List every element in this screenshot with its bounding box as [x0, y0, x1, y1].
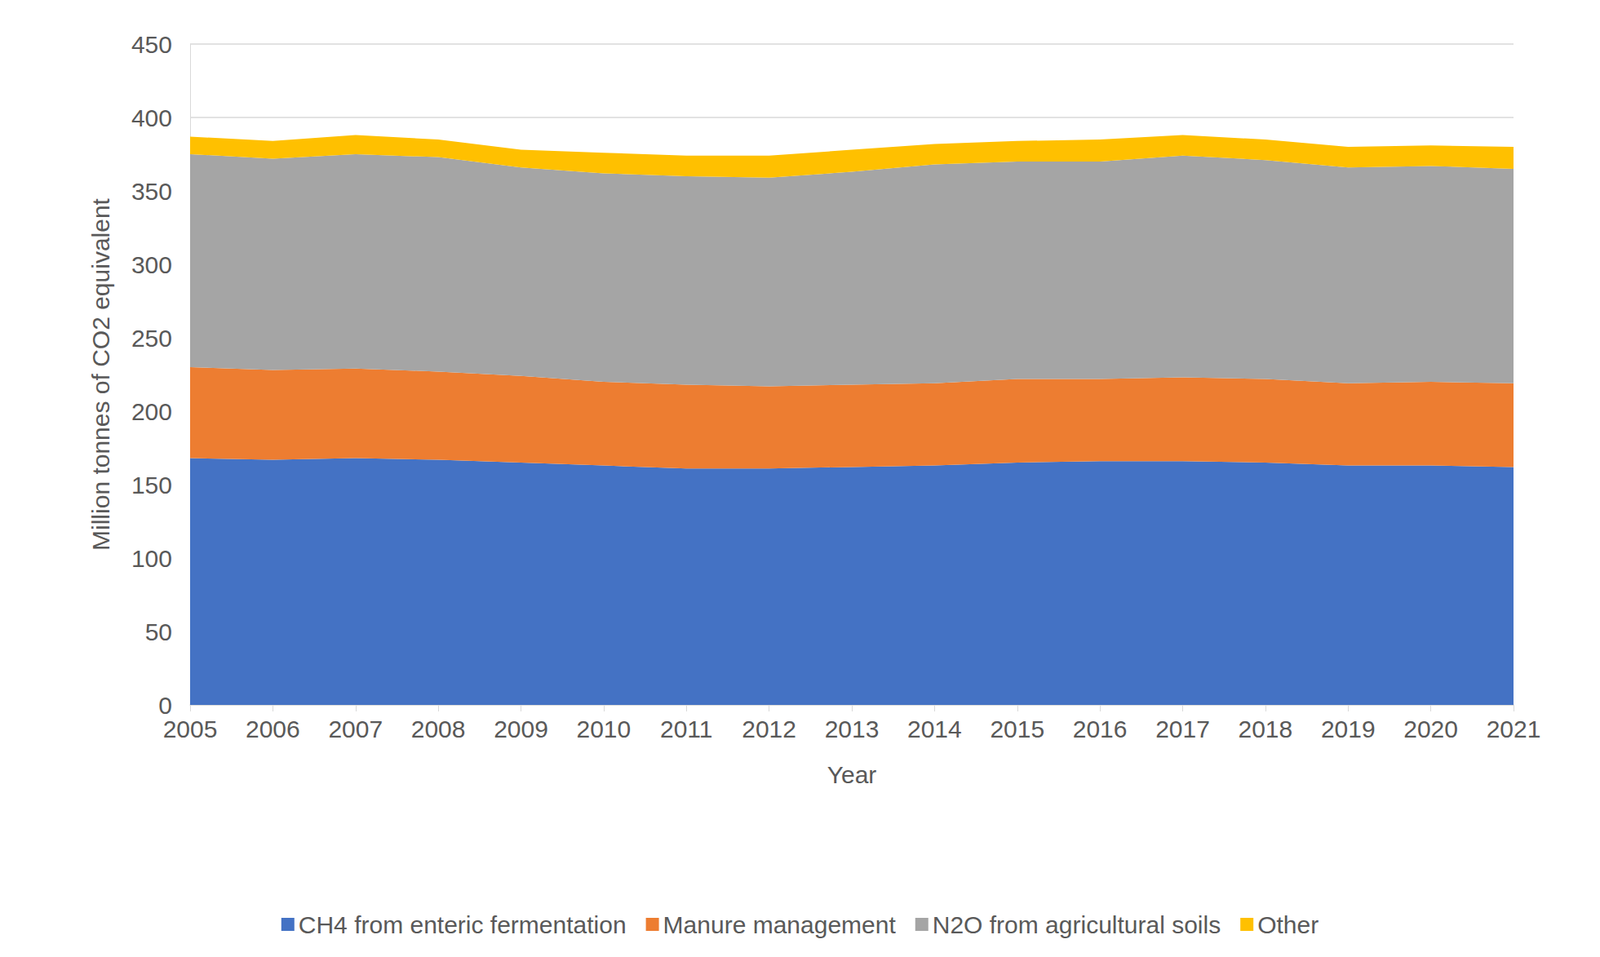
svg-text:Million tonnes of CO2 equivale: Million tonnes of CO2 equivalent — [87, 197, 115, 551]
svg-text:2020: 2020 — [1403, 715, 1459, 743]
svg-text:2021: 2021 — [1486, 715, 1542, 743]
svg-text:2016: 2016 — [1072, 715, 1128, 743]
svg-text:2010: 2010 — [576, 715, 632, 743]
svg-text:2005: 2005 — [163, 715, 218, 743]
svg-text:400: 400 — [131, 104, 173, 132]
svg-text:Year: Year — [827, 761, 878, 789]
svg-text:2006: 2006 — [245, 715, 301, 743]
svg-text:350: 350 — [131, 177, 173, 205]
svg-text:2015: 2015 — [989, 715, 1045, 743]
svg-text:2017: 2017 — [1155, 715, 1210, 743]
svg-text:CH4 from enteric fermentation: CH4 from enteric fermentation — [298, 911, 627, 939]
svg-text:100: 100 — [131, 545, 173, 572]
svg-text:250: 250 — [131, 324, 173, 352]
svg-text:0: 0 — [158, 691, 173, 719]
svg-text:2008: 2008 — [411, 715, 466, 743]
svg-text:N2O from agricultural soils: N2O from agricultural soils — [932, 911, 1221, 939]
svg-text:300: 300 — [131, 251, 173, 279]
svg-text:2019: 2019 — [1320, 715, 1376, 743]
svg-text:Manure management: Manure management — [663, 911, 897, 939]
svg-text:2009: 2009 — [493, 715, 549, 743]
svg-text:Other: Other — [1257, 911, 1319, 939]
svg-text:150: 150 — [131, 471, 173, 499]
svg-text:2013: 2013 — [824, 715, 880, 743]
svg-text:50: 50 — [145, 618, 173, 646]
svg-text:200: 200 — [131, 398, 173, 426]
svg-text:2018: 2018 — [1238, 715, 1294, 743]
svg-text:2014: 2014 — [907, 715, 962, 743]
svg-text:2007: 2007 — [327, 715, 383, 743]
svg-text:2012: 2012 — [741, 715, 797, 743]
svg-text:2011: 2011 — [660, 715, 714, 743]
svg-text:450: 450 — [131, 31, 173, 58]
